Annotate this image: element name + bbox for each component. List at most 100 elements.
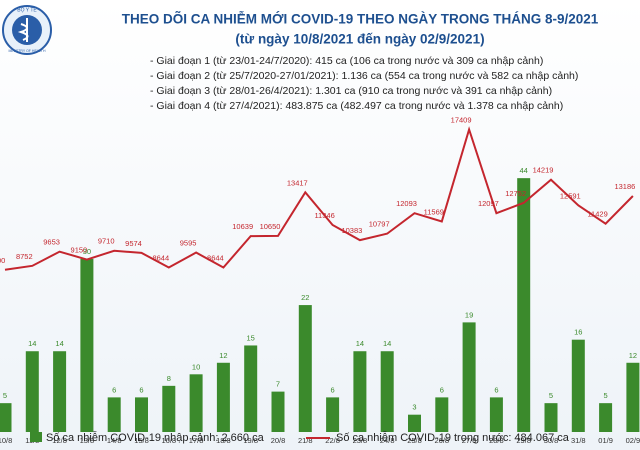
bar (135, 397, 148, 432)
bar (0, 403, 12, 432)
bar-label: 8 (167, 374, 171, 383)
line-label: 10383 (341, 226, 362, 235)
line-label: 13417 (287, 178, 308, 187)
line-label: 14219 (533, 166, 554, 175)
line-label: 12752 (505, 189, 526, 198)
bar-label: 7 (276, 380, 280, 389)
bar-label: 14 (55, 339, 63, 348)
logo-top: BỘ Y TẾ (17, 6, 37, 13)
line-label: 11569 (424, 207, 444, 216)
bar (107, 397, 121, 432)
line-label: 9150 (71, 246, 88, 255)
bar (271, 391, 285, 432)
bar-label: 6 (494, 385, 498, 394)
bar (571, 339, 585, 432)
x-tick-label: 13/8 (80, 436, 95, 445)
x-tick-label: 25/8 (407, 436, 422, 445)
line-label: 8644 (207, 254, 224, 263)
line-label: 12591 (560, 191, 581, 200)
legend-label: Số ca nhiễm COVID-19 nhập cảnh: 2.660 ca (46, 431, 265, 444)
bar-label: 12 (219, 351, 227, 360)
line-label: 9574 (125, 239, 142, 248)
bar-label: 6 (112, 385, 116, 394)
bar-label: 6 (139, 385, 143, 394)
line-label: 12093 (396, 199, 417, 208)
bar-label: 14 (356, 339, 364, 348)
bar-label: 6 (331, 385, 335, 394)
bar (380, 351, 394, 432)
chart-subtitle: (từ ngày 10/8/2021 đến ngày 02/9/2021) (235, 32, 484, 47)
bar-label: 14 (28, 339, 36, 348)
bar (517, 178, 531, 432)
bar (80, 258, 94, 432)
bar (489, 397, 503, 432)
x-tick-label: 18/8 (216, 436, 231, 445)
bar (53, 351, 67, 432)
x-tick-label: 12/8 (52, 436, 67, 445)
line-label: 11429 (587, 210, 607, 219)
line-label: 9710 (98, 237, 115, 246)
logo-symbol (17, 18, 29, 42)
bar-label: 3 (412, 403, 416, 412)
bar (162, 385, 176, 432)
x-tick-label: 02/9 (626, 436, 640, 445)
bar-label: 5 (549, 391, 553, 400)
bar-label: 14 (383, 339, 391, 348)
x-tick-label: 31/8 (571, 436, 586, 445)
x-tick-label: 16/8 (161, 436, 176, 445)
x-tick-label: 21/8 (298, 436, 313, 445)
note: - Giai đoạn 4 (từ 27/4/2021): 483.875 ca… (150, 100, 563, 112)
line-label: 8644 (152, 254, 169, 263)
bar (435, 397, 449, 432)
bar-label: 5 (3, 391, 7, 400)
line-label: 13186 (614, 182, 635, 191)
line-label: 9653 (43, 238, 60, 247)
x-tick-label: 24/8 (380, 436, 395, 445)
bar (216, 362, 230, 432)
x-tick-label: 23/8 (353, 436, 368, 445)
line-label: 9595 (180, 239, 197, 248)
x-tick-label: 28/8 (489, 436, 504, 445)
line-label: 8752 (16, 252, 33, 261)
x-tick-label: 29/8 (516, 436, 531, 445)
note: - Giai đoạn 1 (từ 23/01-24/7/2020): 415 … (150, 55, 543, 67)
bar-label: 15 (247, 333, 255, 342)
bar-label: 16 (574, 328, 582, 337)
line (4, 126, 634, 271)
bar-label: 10 (192, 362, 200, 371)
bar (462, 322, 476, 432)
bar-label: 44 (520, 166, 528, 175)
x-tick-label: 15/8 (134, 436, 149, 445)
bar (353, 351, 367, 432)
x-tick-label: 30/8 (544, 436, 559, 445)
bar (544, 403, 558, 432)
line-label: 10639 (232, 222, 253, 231)
line-label: 11346 (314, 211, 334, 220)
x-tick-label: 14/8 (107, 436, 122, 445)
bar (189, 374, 203, 432)
bar-label: 30 (83, 247, 91, 256)
bar (408, 414, 421, 432)
note: - Giai đoạn 2 (từ 25/7/2020-27/01/2021):… (150, 70, 578, 82)
bar (326, 397, 340, 432)
x-tick-label: 26/8 (434, 436, 449, 445)
x-tick-label: 19/8 (243, 436, 258, 445)
bar-label: 5 (604, 391, 608, 400)
bar (244, 345, 258, 432)
legend-swatch (30, 432, 42, 442)
x-tick-label: 17/8 (189, 436, 204, 445)
legend-label: Số ca nhiễm COVID-19 trong nước: 484.067… (336, 431, 570, 444)
note: - Giai đoạn 3 (từ 28/01-26/4/2021): 1.30… (150, 85, 552, 97)
logo-bottom: MINISTRY OF HEALTH (9, 49, 46, 53)
bar (298, 305, 312, 432)
logo: BỘ Y TẾ MINISTRY OF HEALTH (2, 5, 52, 55)
line-label: 8500 (0, 256, 5, 265)
bar (626, 362, 640, 432)
bar-label: 22 (301, 293, 309, 302)
bar (25, 351, 39, 432)
line-label: 10650 (260, 222, 281, 231)
x-tick-label: 01/9 (598, 436, 613, 445)
bar-label: 6 (440, 385, 444, 394)
